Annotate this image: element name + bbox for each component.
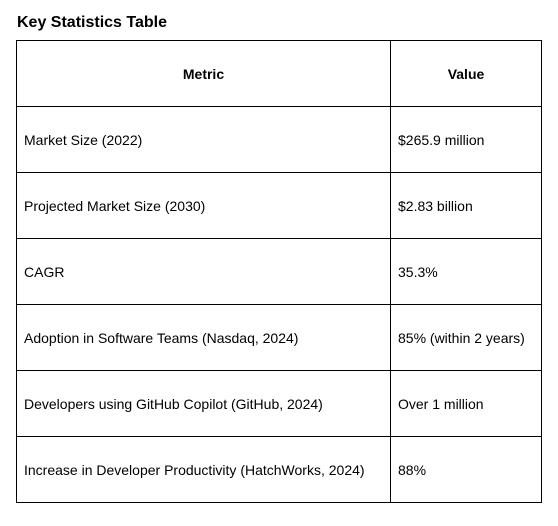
table-row: Projected Market Size (2030) $2.83 billi… <box>16 172 542 239</box>
table-row: Increase in Developer Productivity (Hatc… <box>16 436 542 503</box>
value-cell: $265.9 million <box>390 106 542 173</box>
value-cell: $2.83 billion <box>390 172 542 239</box>
column-header-metric: Metric <box>16 40 391 107</box>
metric-cell: Projected Market Size (2030) <box>16 172 391 239</box>
table-row: Market Size (2022) $265.9 million <box>16 106 542 173</box>
table-header-row: Metric Value <box>16 40 542 107</box>
value-cell: Over 1 million <box>390 370 542 437</box>
value-cell: 85% (within 2 years) <box>390 304 542 371</box>
table-row: Developers using GitHub Copilot (GitHub,… <box>16 370 542 437</box>
metric-cell: Market Size (2022) <box>16 106 391 173</box>
value-cell: 88% <box>390 436 542 503</box>
statistics-table: Metric Value Market Size (2022) $265.9 m… <box>16 40 542 503</box>
metric-cell: Increase in Developer Productivity (Hatc… <box>16 436 391 503</box>
metric-cell: CAGR <box>16 238 391 305</box>
page-title: Key Statistics Table <box>17 14 167 31</box>
table-row: CAGR 35.3% <box>16 238 542 305</box>
table-row: Adoption in Software Teams (Nasdaq, 2024… <box>16 304 542 371</box>
metric-cell: Adoption in Software Teams (Nasdaq, 2024… <box>16 304 391 371</box>
value-cell: 35.3% <box>390 238 542 305</box>
metric-cell: Developers using GitHub Copilot (GitHub,… <box>16 370 391 437</box>
column-header-value: Value <box>390 40 542 107</box>
